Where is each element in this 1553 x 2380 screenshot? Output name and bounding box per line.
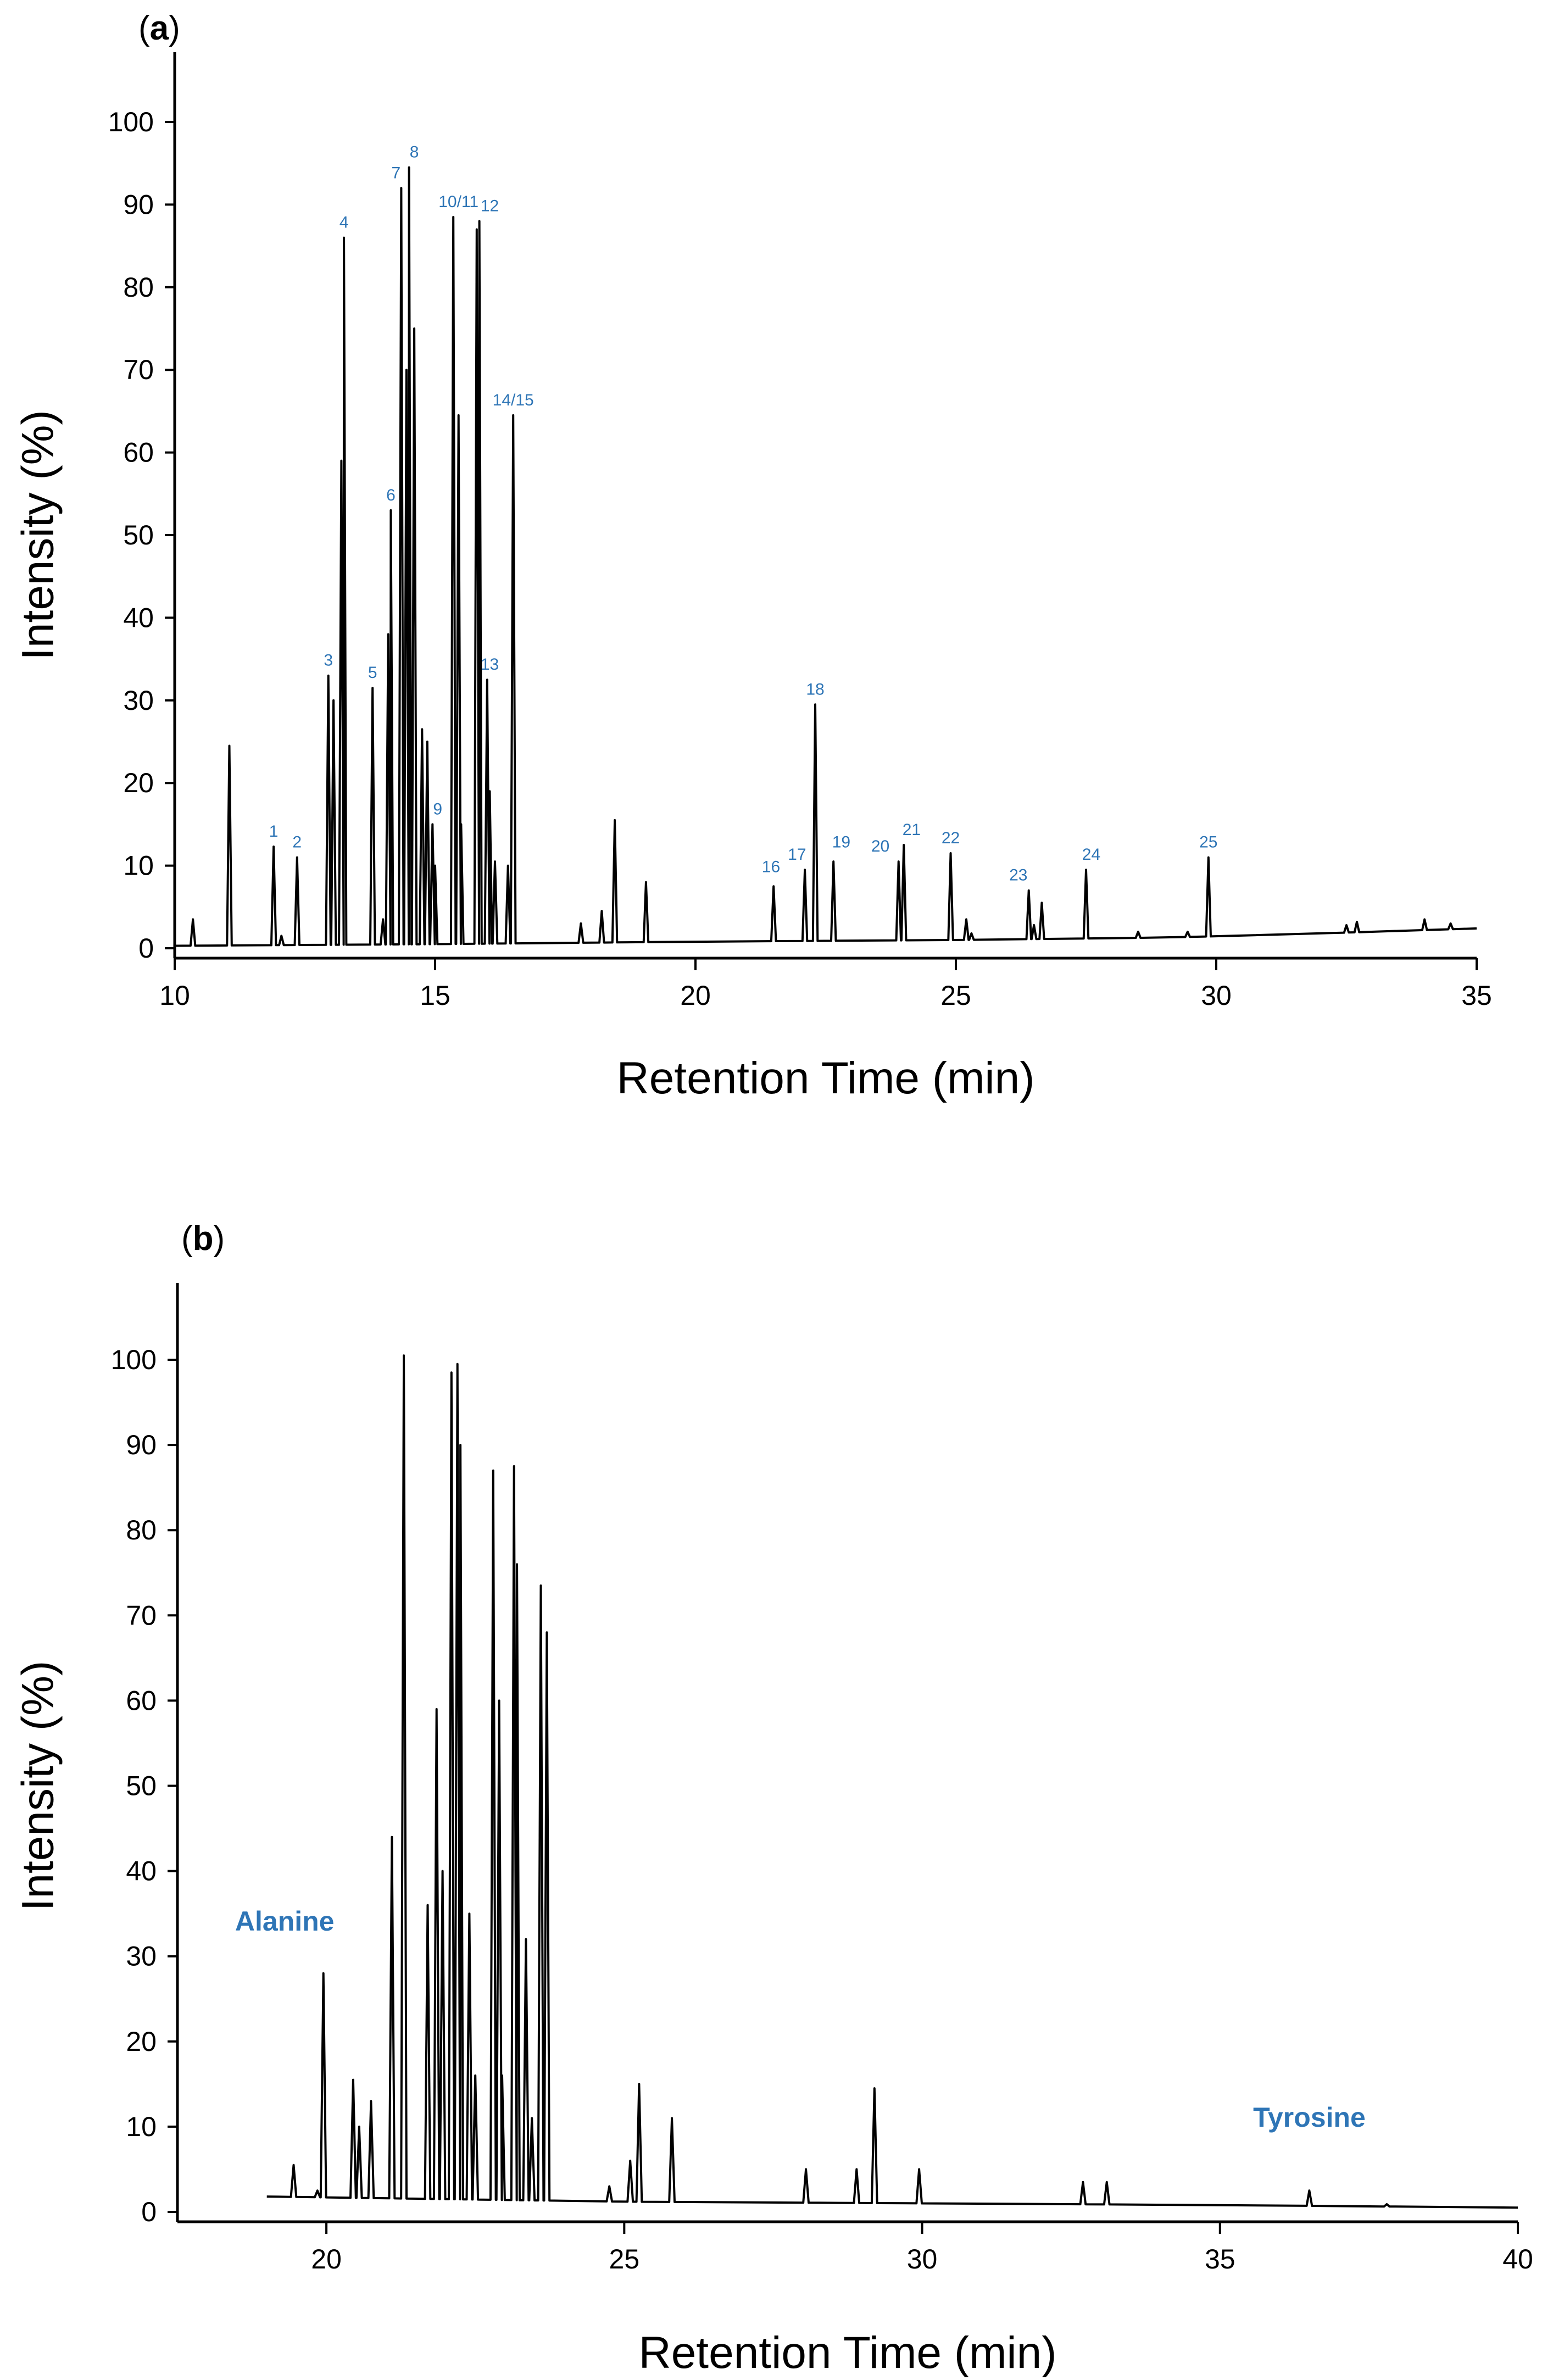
panel-b-y-ticks: 0 10 20 30 40 50 60 70 80 90 100	[111, 1344, 177, 2227]
peak-label: 17	[788, 846, 806, 864]
y-tick-label: 70	[126, 1600, 157, 1631]
peak-label: 23	[1009, 866, 1027, 885]
y-tick-label: 90	[126, 1430, 157, 1460]
y-tick-label: 40	[126, 1856, 157, 1887]
peak-label: 10/11	[438, 193, 478, 211]
y-tick-label: 60	[126, 1685, 157, 1716]
compound-annotation: Alanine	[235, 1906, 335, 1937]
panel-a-letter: a	[150, 9, 169, 47]
panel-b-letter: b	[193, 1220, 214, 1258]
x-tick-label: 30	[907, 2244, 938, 2275]
peak-label: 2	[292, 833, 302, 852]
panel-a-y-axis-title: Intensity (%)	[13, 410, 63, 660]
y-tick-label: 90	[123, 189, 154, 220]
y-tick-label: 0	[138, 933, 154, 964]
x-tick-label: 20	[680, 980, 711, 1011]
y-tick-label: 30	[123, 685, 154, 716]
panel-b-y-axis-title: Intensity (%)	[13, 1661, 63, 1911]
x-tick-label: 10	[159, 980, 190, 1011]
peak-label: 18	[806, 680, 824, 698]
panel-b: (b) 0 10 20 30 40 50 60 70 80 90 100 20 25 30 35 40 Al…	[13, 1220, 1533, 2378]
panel-b-x-axis-title: Retention Time (min)	[638, 2328, 1056, 2378]
peak-label: 6	[386, 486, 396, 504]
panel-b-x-ticks: 20 25 30 35 40	[311, 2222, 1533, 2275]
peak-label: 24	[1082, 846, 1100, 864]
peak-label: 9	[433, 800, 442, 818]
y-tick-label: 50	[126, 1771, 157, 1801]
peak-label: 4	[339, 214, 349, 232]
peak-label: 8	[410, 143, 419, 162]
x-tick-label: 35	[1205, 2244, 1235, 2275]
x-tick-label: 35	[1461, 980, 1492, 1011]
peak-label: 1	[269, 822, 279, 841]
peak-label: 22	[942, 829, 960, 847]
x-tick-label: 20	[311, 2244, 342, 2275]
y-tick-label: 100	[111, 1344, 157, 1375]
y-tick-label: 20	[126, 2026, 157, 2057]
peak-label: 12	[481, 197, 499, 215]
panel-a-x-ticks: 10 15 20 25 30 35	[159, 958, 1492, 1011]
y-tick-label: 10	[123, 850, 154, 881]
x-tick-label: 30	[1201, 980, 1232, 1011]
y-tick-label: 80	[126, 1515, 157, 1545]
y-tick-label: 40	[123, 602, 154, 633]
peak-label: 21	[903, 821, 921, 839]
peak-label: 19	[832, 833, 850, 852]
y-tick-label: 10	[126, 2111, 157, 2142]
x-tick-label: 15	[420, 980, 450, 1011]
panel-a-y-ticks: 0 10 20 30 40 50 60 70 80 90 100	[108, 107, 175, 964]
panel-b-label: (b)	[181, 1220, 225, 1258]
panel-b-annotations: Alanine Tyrosine	[235, 1906, 1366, 2133]
compound-annotation: Tyrosine	[1253, 2102, 1366, 2133]
peak-label: 25	[1199, 833, 1217, 852]
y-tick-label: 60	[123, 437, 154, 468]
y-tick-label: 80	[123, 272, 154, 303]
x-tick-label: 25	[940, 980, 971, 1011]
x-tick-label: 25	[609, 2244, 640, 2275]
y-tick-label: 50	[123, 520, 154, 550]
panel-a-chromatogram-trace	[174, 166, 1477, 947]
peak-label: 3	[324, 652, 333, 670]
panel-b-chromatogram-trace	[266, 1354, 1518, 2209]
y-tick-label: 20	[123, 768, 154, 798]
panel-a-x-axis-title: Retention Time (min)	[616, 1053, 1034, 1103]
y-tick-label: 100	[108, 107, 154, 137]
peak-label: 7	[392, 164, 401, 182]
x-tick-label: 40	[1502, 2244, 1533, 2275]
y-tick-label: 70	[123, 354, 154, 385]
panel-a-label: (a)	[138, 9, 180, 47]
peak-label: 13	[481, 655, 499, 674]
y-tick-label: 0	[141, 2197, 157, 2227]
peak-label: 20	[871, 837, 889, 855]
y-tick-label: 30	[126, 1941, 157, 1972]
peak-label: 14/15	[493, 391, 534, 409]
peak-label: 5	[368, 664, 377, 682]
peak-label: 16	[762, 858, 780, 876]
